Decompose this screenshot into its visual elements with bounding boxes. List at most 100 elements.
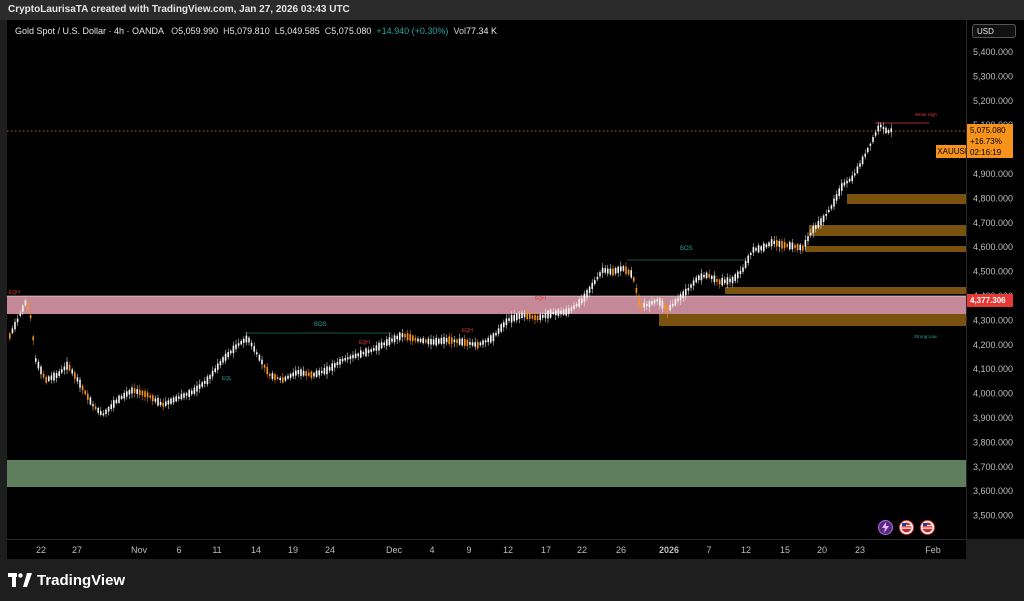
candle-body	[422, 338, 424, 344]
candle-body	[828, 209, 830, 213]
candle-body	[630, 270, 632, 278]
candle-body	[27, 302, 29, 311]
candle-body	[206, 376, 209, 385]
candle-body	[713, 275, 716, 283]
us-flag-icon[interactable]	[899, 520, 914, 535]
price-tick-label: 4,800.000	[973, 193, 1013, 203]
price-chart[interactable]: BOS BOS EQH EQH EQH EQH EQL Weak High St…	[7, 20, 966, 539]
candle-body	[781, 240, 783, 249]
candle-body	[596, 276, 599, 280]
candle-body	[297, 370, 300, 375]
candle-body	[565, 308, 567, 316]
candle-body	[183, 393, 185, 398]
candle-body	[750, 252, 752, 256]
candle-body	[666, 305, 669, 314]
eql-label: EQL	[222, 376, 232, 382]
candle-body	[131, 387, 133, 394]
chart-pane[interactable]: BOS BOS EQH EQH EQH EQH EQL Weak High St…	[7, 20, 972, 539]
candle-body	[271, 373, 274, 379]
candle-body	[521, 312, 523, 318]
candle-body	[45, 376, 47, 383]
candle-body	[185, 393, 188, 396]
candle-body	[864, 153, 866, 157]
candle-body	[378, 342, 380, 351]
price-tick-label: 5,200.000	[973, 96, 1013, 106]
candle-body	[50, 375, 53, 380]
price-axis[interactable]: USD 5,400.0005,300.0005,200.0005,100.000…	[966, 20, 1024, 539]
order-block-2	[725, 287, 966, 294]
candle-body	[419, 338, 422, 342]
candle-body	[835, 194, 838, 201]
symbol-name[interactable]: Gold Spot / U.S. Dollar · 4h · OANDA	[15, 26, 164, 36]
candle-body	[287, 375, 289, 379]
candle-body	[607, 268, 609, 274]
candle-body	[175, 396, 177, 402]
candle-body	[570, 307, 573, 311]
price-change-pct: +16.73%	[970, 137, 1002, 146]
time-tick-label: 12	[503, 545, 513, 555]
candle-body	[128, 390, 131, 395]
candle-body	[503, 322, 505, 328]
candle-body	[739, 270, 742, 274]
candle-body	[825, 213, 827, 216]
candle-body	[887, 130, 890, 134]
candle-body	[133, 388, 136, 393]
candle-body	[700, 273, 703, 281]
candle-body	[877, 125, 879, 132]
candle-body	[74, 372, 76, 379]
candle-body	[16, 318, 19, 323]
footer: TradingView	[0, 559, 1024, 601]
candle-body	[53, 372, 55, 381]
candle-body	[638, 298, 640, 306]
candle-body	[435, 337, 437, 346]
candle-body	[734, 274, 736, 281]
candle-body	[643, 302, 645, 308]
candle-body	[282, 377, 284, 383]
candle-body	[391, 338, 393, 342]
candle-body	[258, 354, 261, 361]
lightning-icon[interactable]	[878, 520, 893, 535]
candlestick-series	[9, 122, 892, 417]
candle-body	[214, 368, 216, 372]
time-axis[interactable]: 22 27 Nov 6 11 14 19 24 Dec 4 9 12 17 22 26 2026 7 12 15 20…	[7, 539, 966, 560]
candle-body	[118, 395, 120, 403]
candle-body	[705, 272, 708, 279]
us-flag-icon[interactable]	[920, 520, 935, 535]
candle-body	[300, 369, 302, 376]
time-tick-label: 22	[577, 545, 587, 555]
candle-body	[583, 293, 586, 302]
currency-button[interactable]: USD	[972, 24, 1016, 38]
time-tick-label: Nov	[131, 545, 148, 555]
time-tick-label: 7	[706, 545, 711, 555]
candle-body	[146, 392, 149, 398]
candle-body	[404, 334, 406, 338]
candle-body	[302, 370, 305, 376]
candle-body	[409, 334, 411, 341]
candle-body	[690, 284, 692, 288]
candle-body	[219, 361, 222, 366]
candle-body	[721, 277, 723, 286]
candle-body	[659, 298, 661, 306]
tradingview-logo[interactable]: TradingView	[8, 571, 125, 589]
candle-body	[653, 299, 656, 304]
candle-body	[443, 337, 445, 344]
candle-body	[352, 354, 354, 359]
candle-body	[401, 333, 404, 338]
candle-body	[617, 266, 619, 273]
candle-body	[469, 342, 471, 345]
candle-body	[248, 337, 250, 343]
candle-body	[698, 275, 700, 280]
symbol-price-tag: XAUUSD	[936, 145, 972, 158]
candle-body	[744, 260, 747, 268]
price-tick-label: 3,800.000	[973, 437, 1013, 447]
high-label: H	[223, 26, 230, 36]
time-tick-label: 22	[36, 545, 46, 555]
candle-body	[362, 352, 365, 355]
candle-body	[328, 367, 331, 371]
candle-body	[326, 366, 328, 375]
candle-body	[274, 374, 276, 380]
candle-body	[141, 390, 144, 396]
candle-body	[222, 357, 224, 363]
candle-body	[89, 397, 92, 405]
candle-body	[544, 313, 547, 318]
